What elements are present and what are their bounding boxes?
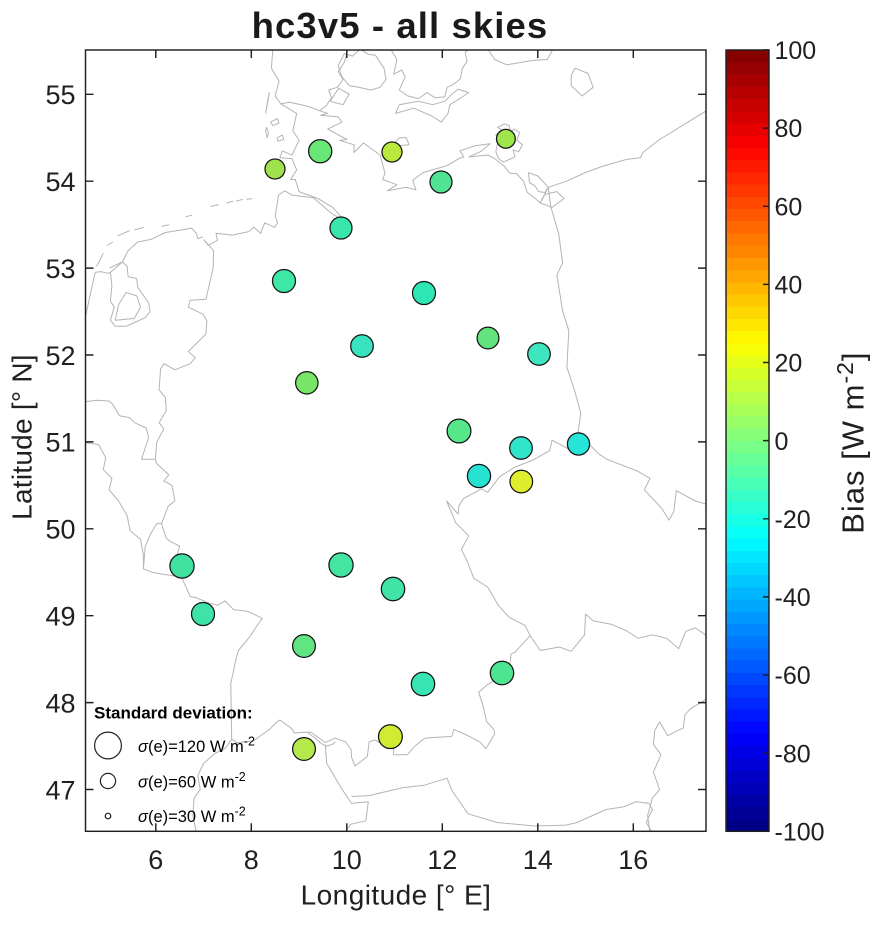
- svg-text:54: 54: [45, 167, 75, 197]
- svg-text:6: 6: [148, 845, 163, 875]
- svg-text:55: 55: [45, 80, 75, 110]
- svg-text:10: 10: [332, 845, 362, 875]
- svg-text:80: 80: [775, 115, 803, 143]
- svg-text:hc3v5 - all skies: hc3v5 - all skies: [252, 5, 549, 46]
- svg-text:σ(e)=30 W m-2: σ(e)=30 W m-2: [138, 805, 246, 827]
- svg-text:-60: -60: [775, 662, 811, 690]
- svg-text:8: 8: [244, 845, 259, 875]
- svg-text:Latitude [° N]: Latitude [° N]: [7, 354, 38, 520]
- svg-text:Standard deviation:: Standard deviation:: [94, 704, 253, 723]
- svg-text:50: 50: [45, 515, 75, 545]
- svg-text:20: 20: [775, 350, 803, 378]
- svg-text:47: 47: [45, 775, 75, 805]
- svg-text:53: 53: [45, 254, 75, 284]
- svg-text:σ(e)=120 W m-2: σ(e)=120 W m-2: [138, 735, 255, 757]
- svg-text:-100: -100: [775, 818, 825, 846]
- svg-text:-20: -20: [775, 506, 811, 534]
- svg-text:-80: -80: [775, 740, 811, 768]
- svg-text:49: 49: [45, 602, 75, 632]
- svg-text:16: 16: [618, 845, 648, 875]
- svg-text:σ(e)=60 W m-2: σ(e)=60 W m-2: [138, 770, 246, 792]
- svg-text:51: 51: [45, 428, 75, 458]
- svg-text:-40: -40: [775, 584, 811, 612]
- svg-text:12: 12: [427, 845, 457, 875]
- svg-text:0: 0: [775, 428, 789, 456]
- svg-text:52: 52: [45, 341, 75, 371]
- svg-text:14: 14: [523, 845, 553, 875]
- svg-text:60: 60: [775, 193, 803, 221]
- svg-text:100: 100: [775, 37, 817, 65]
- svg-text:40: 40: [775, 272, 803, 300]
- svg-text:48: 48: [45, 688, 75, 718]
- svg-text:Longitude [° E]: Longitude [° E]: [301, 880, 492, 911]
